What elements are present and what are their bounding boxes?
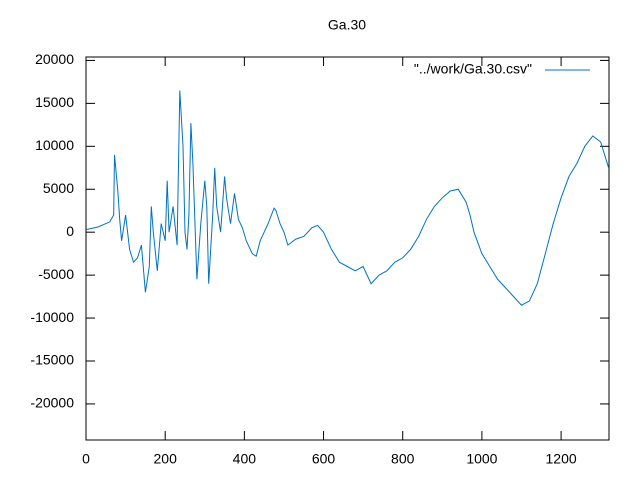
y-tick-label: 5000 [43,180,74,196]
plot-frame [85,56,610,441]
x-tick-label: 200 [154,451,178,467]
x-tick-label: 1000 [466,451,497,467]
x-tick-label: 800 [391,451,415,467]
y-tick-label: 10000 [35,137,74,153]
y-tick-label: 15000 [35,94,74,110]
y-tick-label: 20000 [35,51,74,67]
x-tick-label: 1200 [546,451,577,467]
y-tick-label: -15000 [30,352,74,368]
y-tick-label: 0 [66,223,74,239]
x-tick-label: 600 [312,451,336,467]
chart-title: Ga.30 [328,17,366,33]
data-line [85,90,610,306]
y-tick-label: -5000 [38,266,74,282]
y-tick-label: -20000 [30,395,74,411]
y-tick-label: -10000 [30,309,74,325]
x-tick-label: 0 [82,451,90,467]
x-tick-label: 400 [233,451,257,467]
legend-label: "../work/Ga.30.csv" [414,61,532,77]
